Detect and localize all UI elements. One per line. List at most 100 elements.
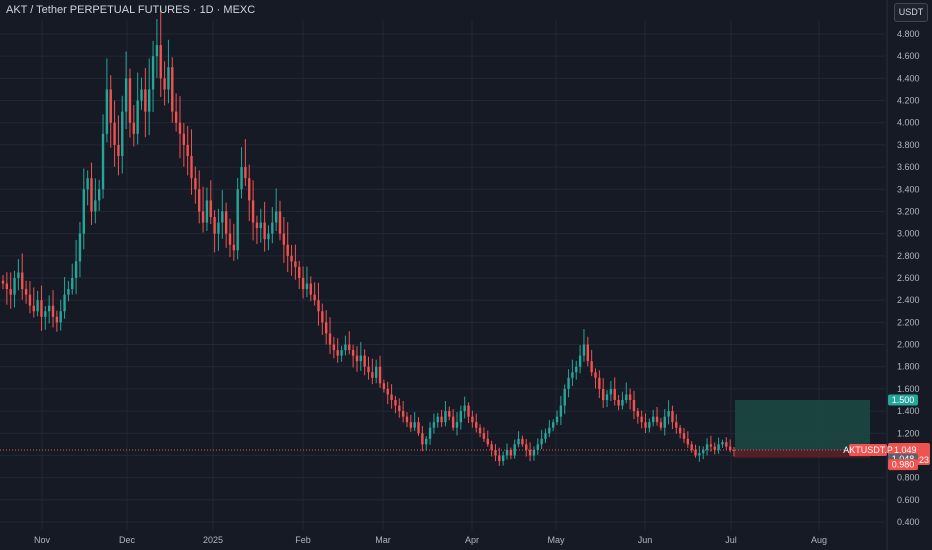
y-tick-label: 3.400: [897, 184, 920, 194]
candle-body: [255, 222, 259, 229]
target-price-tag-bg: [888, 394, 918, 406]
candle-body: [321, 311, 324, 323]
candle-body: [590, 361, 593, 373]
candle-body: [682, 433, 686, 439]
candle-body: [163, 78, 166, 90]
y-tick-label: 2.000: [897, 340, 920, 350]
x-tick-label: Nov: [34, 535, 51, 545]
candle-body: [405, 416, 409, 423]
candle-body: [278, 211, 282, 234]
candle-body: [121, 111, 124, 156]
candle-body: [82, 189, 85, 234]
candle-body: [290, 255, 293, 262]
y-tick-label: 3.200: [897, 206, 920, 216]
x-tick-label: Jun: [638, 535, 653, 545]
candle-body: [340, 350, 343, 356]
candle-body: [601, 388, 605, 400]
candle-body: [513, 444, 516, 456]
candle-body: [167, 67, 170, 90]
candle-body: [571, 372, 574, 378]
candle-body: [313, 294, 316, 301]
candle-body: [71, 278, 74, 290]
candle-body: [690, 444, 693, 450]
y-tick-label: 1.600: [897, 384, 920, 394]
candle-body: [528, 449, 532, 456]
candle-body: [109, 89, 112, 123]
candle-body: [86, 178, 89, 190]
y-tick-label: 1.200: [897, 428, 920, 438]
x-tick-label: 2025: [203, 535, 223, 545]
candle-body: [609, 388, 613, 395]
candle-body: [317, 300, 320, 312]
candle-body: [190, 156, 193, 179]
candle-body: [448, 411, 451, 417]
symbol-tag: AKTUSDT.P: [843, 445, 893, 455]
candle-body: [375, 366, 378, 378]
candle-body: [174, 111, 178, 123]
candle-body: [467, 405, 470, 417]
candle-body: [324, 322, 328, 334]
y-tick-label: 4.200: [897, 96, 920, 106]
y-tick-label: 3.800: [897, 140, 920, 150]
candle-body: [698, 453, 701, 456]
profit-zone: [735, 400, 870, 451]
entry-price-tag: 1.048: [892, 454, 915, 464]
candle-body: [567, 377, 570, 389]
candle-body: [702, 449, 705, 454]
candle-body: [675, 422, 678, 428]
candle-body: [621, 400, 624, 406]
candle-body: [63, 294, 66, 312]
candle-body: [501, 455, 505, 461]
candle-body: [594, 372, 597, 378]
candle-body: [286, 244, 289, 256]
candle-body: [617, 400, 620, 406]
candle-body: [505, 449, 509, 456]
candle-body: [705, 444, 709, 450]
candle-body: [451, 416, 455, 428]
candle-body: [544, 433, 547, 439]
y-tick-label: 4.800: [897, 29, 920, 39]
y-tick-label: 0.600: [897, 495, 920, 505]
candle-body: [382, 383, 386, 389]
candle-body: [390, 394, 393, 400]
candle-body: [551, 422, 555, 428]
candle-body: [240, 167, 243, 190]
candle-body: [309, 283, 312, 295]
y-tick-label: 1.400: [897, 406, 920, 416]
candle-body: [101, 133, 105, 190]
candle-body: [117, 144, 120, 156]
candle-body: [186, 144, 189, 156]
candle-body: [282, 233, 286, 245]
candle-body: [478, 427, 482, 434]
x-tick-label: Mar: [375, 535, 391, 545]
candle-body: [151, 56, 155, 90]
candle-body: [332, 344, 336, 351]
currency-button[interactable]: USDT: [894, 3, 928, 22]
candle-body: [436, 416, 439, 423]
candle-body: [455, 422, 459, 428]
candle-body: [1, 280, 5, 284]
candle-body: [274, 211, 278, 223]
candle-body: [540, 438, 543, 445]
last-price-tag: 1.049: [894, 445, 917, 455]
x-tick-label: Jul: [725, 535, 737, 545]
stop-price-tag-bg: [888, 459, 918, 471]
candle-body: [636, 411, 640, 417]
candle-body: [598, 377, 601, 389]
candle-body: [644, 422, 647, 428]
candle-body: [713, 446, 716, 450]
candle-body: [267, 233, 270, 240]
candle-body: [201, 211, 205, 223]
candle-body: [586, 344, 589, 362]
y-tick-label: 3.600: [897, 162, 920, 172]
candle-body: [271, 222, 274, 234]
candle-body: [182, 133, 186, 145]
candle-body: [482, 433, 486, 439]
candle-body: [113, 122, 116, 145]
chart-title: AKT / Tether PERPETUAL FUTURES · 1D · ME…: [6, 4, 256, 16]
candle-body: [401, 411, 405, 417]
candle-body: [613, 388, 616, 400]
candle-body: [663, 416, 666, 428]
